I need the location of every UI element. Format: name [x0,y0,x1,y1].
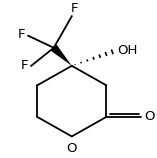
Text: OH: OH [117,43,137,57]
Text: O: O [144,110,154,123]
Text: O: O [67,142,77,155]
Text: F: F [21,59,28,72]
Polygon shape [51,45,72,66]
Text: F: F [18,28,25,41]
Text: F: F [71,2,78,15]
